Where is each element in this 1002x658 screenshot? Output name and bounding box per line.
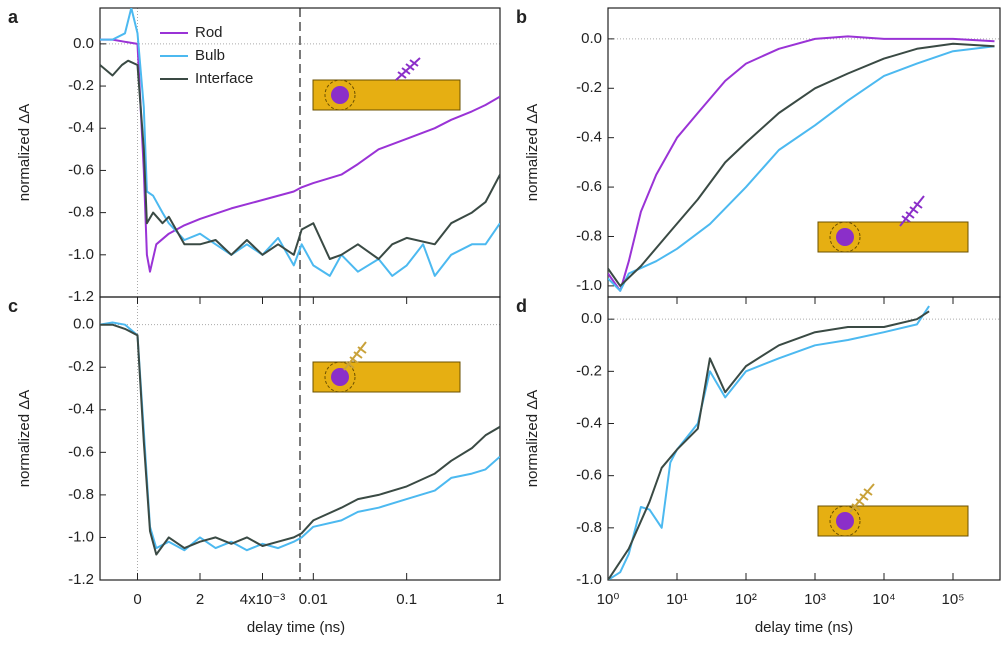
y-tick-label: -1.0 bbox=[68, 528, 94, 545]
y-tick-label: -0.8 bbox=[576, 227, 602, 244]
series-line bbox=[608, 310, 930, 580]
bulb-outline bbox=[829, 505, 861, 537]
bulb bbox=[836, 512, 854, 530]
y-tick-label: -0.6 bbox=[68, 443, 94, 460]
panel: 0.0 -0.2 -0.4 -0.6 -0.8 -1.0 -1.2 a normalized Δ… bbox=[8, 7, 501, 305]
series-line bbox=[608, 35, 995, 292]
pulse bbox=[343, 341, 367, 371]
y-tick-label: -0.2 bbox=[68, 77, 94, 94]
series-line bbox=[100, 59, 500, 260]
series-group bbox=[100, 8, 500, 277]
y-tick-label: -0.2 bbox=[576, 79, 602, 96]
y-tick-label: -0.4 bbox=[576, 129, 602, 146]
y-tick-label: -0.8 bbox=[68, 486, 94, 503]
x-tick-label: 0.01 bbox=[299, 591, 328, 608]
plot-frame bbox=[99, 7, 501, 298]
y-tick-label: 0.0 bbox=[581, 310, 602, 327]
series-line bbox=[608, 45, 995, 292]
legend-label: Bulb bbox=[195, 47, 225, 64]
pulse bbox=[849, 483, 875, 513]
plot-frame bbox=[607, 7, 1001, 298]
panel-letter: b bbox=[516, 7, 527, 27]
y-tick-label: -0.6 bbox=[68, 161, 94, 178]
series-group bbox=[608, 35, 995, 292]
bulb bbox=[836, 228, 854, 246]
y-tick-label: 0.0 bbox=[581, 30, 602, 47]
x-tick-label: 10⁰ bbox=[597, 591, 620, 608]
series-line bbox=[608, 42, 995, 287]
y-tick-label: 0.0 bbox=[73, 316, 94, 333]
x-tick-label: 10³ bbox=[804, 591, 826, 608]
y-tick-label: -0.4 bbox=[68, 401, 94, 418]
y-tick-label: -0.6 bbox=[576, 467, 602, 484]
panel: 0.0 -0.2 -0.4 -0.6 -0.8 -1.0 b normalized ΔA bbox=[516, 7, 1001, 298]
y-tick-label: -0.6 bbox=[576, 178, 602, 195]
y-tick-label: -1.0 bbox=[576, 277, 602, 294]
y-tick-label: -0.8 bbox=[68, 204, 94, 221]
x-tick-label: 10⁴ bbox=[872, 591, 895, 608]
panel: 0.0 -0.2 -0.4 -0.6 -0.8 -1.0 -1.2 0 2 4x10⁻³ 0.01 0… bbox=[8, 296, 504, 636]
inset-b bbox=[817, 195, 969, 253]
y-tick-label: -0.4 bbox=[576, 414, 602, 431]
y-axis-label: normalized ΔA bbox=[524, 390, 541, 488]
plot-frame bbox=[607, 296, 1001, 581]
bulb-outline bbox=[829, 221, 861, 253]
x-tick-label: 4x10⁻³ bbox=[240, 591, 285, 608]
x-tick-label: 10⁵ bbox=[942, 591, 965, 608]
series-line bbox=[100, 8, 500, 277]
x-axis-label: delay time (ns) bbox=[247, 619, 345, 636]
legend-label: Interface bbox=[195, 70, 253, 87]
y-axis-label: normalized ΔA bbox=[16, 390, 33, 488]
y-tick-label: -0.8 bbox=[576, 519, 602, 536]
inset-d bbox=[817, 483, 969, 537]
series-line bbox=[608, 305, 930, 580]
x-tick-label: 10² bbox=[735, 591, 757, 608]
inset-a bbox=[312, 57, 461, 111]
x-tick-label: 1 bbox=[496, 591, 504, 608]
bulb bbox=[331, 368, 349, 386]
y-tick-label: -0.4 bbox=[68, 119, 94, 136]
x-tick-label: 2 bbox=[196, 591, 204, 608]
inset-c bbox=[312, 341, 461, 393]
y-tick-label: -1.0 bbox=[68, 246, 94, 263]
y-tick-label: -0.2 bbox=[68, 358, 94, 375]
panel-letter: a bbox=[8, 7, 19, 27]
y-tick-label: -1.0 bbox=[576, 571, 602, 588]
bulb-outline bbox=[324, 361, 356, 393]
bulb-outline bbox=[324, 79, 356, 111]
panel: 0.0 -0.2 -0.4 -0.6 -0.8 -1.0 10⁰ 10¹ 10² 10³ 10⁴ 10… bbox=[516, 296, 1001, 636]
pulse bbox=[395, 57, 421, 81]
bulb bbox=[331, 86, 349, 104]
series-group bbox=[608, 305, 930, 580]
y-tick-label: 0.0 bbox=[73, 35, 94, 52]
series-line bbox=[100, 323, 500, 556]
y-tick-label: -1.2 bbox=[68, 571, 94, 588]
panel-letter: d bbox=[516, 296, 527, 316]
y-tick-label: -1.2 bbox=[68, 288, 94, 305]
panel-letter: c bbox=[8, 296, 18, 316]
y-tick-label: -0.2 bbox=[576, 362, 602, 379]
x-tick-label: 0.1 bbox=[396, 591, 417, 608]
x-tick-label: 10¹ bbox=[666, 591, 688, 608]
x-axis-label: delay time (ns) bbox=[755, 619, 853, 636]
pulse bbox=[899, 195, 925, 227]
y-axis-label: normalized ΔA bbox=[16, 104, 33, 202]
series-group bbox=[100, 321, 500, 556]
x-tick-label: 0 bbox=[133, 591, 141, 608]
legend-label: Rod bbox=[195, 24, 223, 41]
y-axis-label: normalized ΔA bbox=[524, 104, 541, 202]
